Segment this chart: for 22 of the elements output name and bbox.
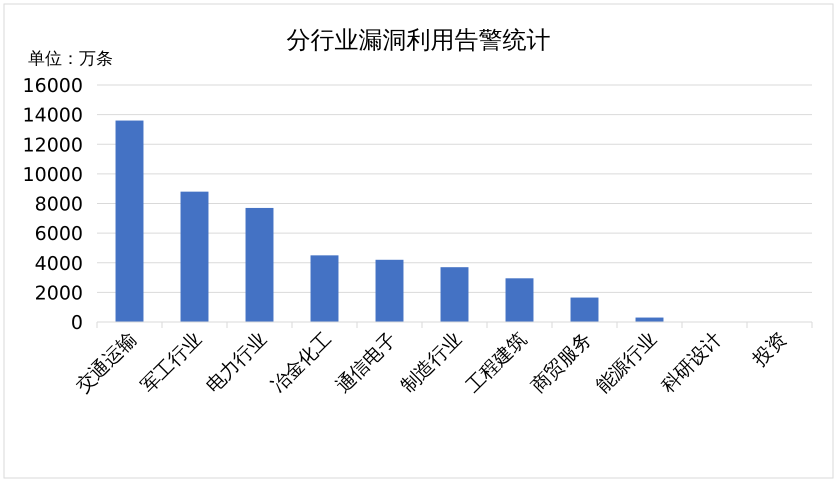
bar — [570, 298, 598, 322]
bar — [310, 255, 338, 322]
bar — [506, 278, 534, 322]
bar — [246, 208, 274, 322]
y-tick-label: 4000 — [34, 252, 83, 275]
y-tick-label: 10000 — [22, 164, 83, 186]
chart-title: 分行业漏洞利用告警统计 — [286, 26, 550, 54]
y-tick-label: 0 — [70, 312, 83, 334]
bar — [440, 267, 468, 322]
y-tick-label: 12000 — [22, 134, 83, 156]
bar — [636, 318, 664, 322]
y-tick-label: 6000 — [34, 223, 83, 246]
y-tick-label: 16000 — [22, 75, 83, 97]
x-tick-label: 投资 — [748, 328, 792, 372]
x-tick-label: 军工行业 — [136, 328, 206, 398]
bar — [376, 260, 404, 322]
bar — [180, 192, 208, 322]
y-tick-label: 14000 — [22, 104, 83, 127]
y-tick-label: 2000 — [34, 282, 83, 304]
bar — [116, 120, 144, 322]
y-axis-title: 单位：万条 — [28, 49, 113, 69]
y-tick-label: 8000 — [34, 194, 83, 216]
